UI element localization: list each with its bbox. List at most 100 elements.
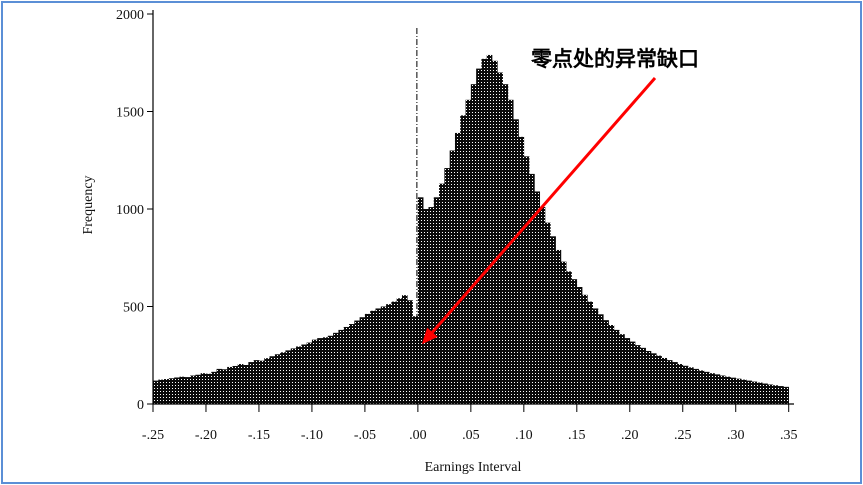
histogram-bar — [550, 236, 556, 404]
histogram-bar — [280, 352, 286, 404]
histogram-bar — [576, 287, 583, 404]
x-tick-label: .25 — [674, 428, 692, 443]
histogram-bar — [412, 316, 419, 404]
histogram-bar — [629, 341, 636, 404]
histogram-bar — [232, 365, 239, 404]
y-axis-title: Frequency — [81, 175, 96, 234]
histogram-bar — [518, 136, 525, 404]
histogram-bar — [502, 84, 509, 404]
histogram-bar — [258, 360, 265, 404]
histogram-bar — [587, 301, 593, 404]
histogram-bar — [597, 314, 604, 404]
histogram-bar — [333, 332, 339, 404]
axes — [152, 10, 794, 405]
histogram-bar — [168, 378, 175, 404]
y-tick-label: 2000 — [116, 8, 144, 23]
histogram-bar — [407, 300, 413, 404]
histogram-bar — [444, 168, 450, 404]
histogram-bar — [582, 294, 588, 404]
histogram-bar — [391, 301, 397, 404]
histogram-bar — [751, 381, 758, 404]
histogram-bar — [290, 348, 297, 404]
x-tick-label: .00 — [409, 428, 427, 443]
histogram-bar — [248, 362, 254, 404]
histogram-bar — [296, 346, 302, 404]
x-tick-label: .10 — [515, 428, 533, 443]
histogram-bar — [190, 375, 196, 404]
histogram-bar — [153, 380, 159, 404]
histogram-bar — [264, 358, 270, 404]
y-axis-ticks: 0 500 1000 1500 2000 — [116, 8, 153, 413]
y-tick-label: 500 — [123, 301, 144, 316]
histogram-bar — [216, 368, 223, 404]
histogram-bar — [449, 150, 456, 404]
histogram-bar — [433, 197, 440, 404]
histogram-bar — [460, 115, 466, 405]
histogram-bar — [709, 373, 715, 404]
x-tick-label: .15 — [568, 428, 586, 443]
histogram-bar — [741, 379, 747, 404]
histogram-bar — [439, 183, 445, 404]
histogram-bar — [534, 191, 541, 404]
histogram-bar — [725, 376, 731, 404]
histogram-bar — [767, 384, 774, 404]
histogram-bar — [613, 329, 620, 404]
histogram-bar — [364, 313, 371, 404]
histogram-bar — [274, 354, 281, 404]
histogram-bar — [656, 355, 662, 404]
histogram-bar — [476, 68, 482, 404]
histogram-bar — [772, 385, 779, 404]
histogram-bar — [317, 338, 323, 404]
histogram-bar — [513, 119, 519, 405]
histogram-bar — [243, 365, 249, 404]
histogram-bar — [428, 207, 435, 404]
y-tick-label: 0 — [137, 398, 144, 413]
histogram-bar — [227, 366, 233, 404]
histogram-bar — [698, 370, 705, 404]
histogram-bar — [338, 329, 345, 404]
histogram-bar — [730, 377, 737, 404]
histogram-bar — [174, 377, 180, 404]
x-tick-label: .30 — [727, 428, 745, 443]
x-axis-title: Earnings Interval — [425, 460, 522, 475]
histogram-bar — [285, 350, 292, 404]
histogram-bar — [492, 60, 498, 405]
histogram-bar — [677, 364, 684, 404]
annotation-text: 零点处的异常缺口 — [530, 47, 699, 71]
histogram-bar — [661, 357, 668, 404]
histogram-bar — [539, 207, 546, 404]
histogram-bar — [571, 279, 578, 404]
histogram-bar — [783, 386, 790, 404]
histogram-bar — [666, 360, 673, 404]
x-tick-label: -.10 — [301, 428, 323, 443]
x-tick-label: -.15 — [248, 428, 270, 443]
histogram-bar — [624, 338, 631, 404]
histogram-bar — [608, 325, 615, 404]
histogram-bar — [184, 377, 191, 404]
histogram-bar — [497, 72, 503, 404]
histogram-bar — [523, 156, 530, 404]
histogram-bar — [179, 376, 186, 404]
histogram-bar — [386, 304, 392, 404]
histogram-bar — [650, 353, 657, 404]
histogram-bar — [470, 84, 477, 404]
histogram-bar — [592, 308, 599, 404]
histogram-bar — [555, 249, 562, 404]
histogram-bar — [417, 197, 424, 404]
histogram-bar — [306, 342, 313, 404]
histogram-bar — [756, 382, 763, 404]
histogram-bars — [153, 54, 790, 405]
histogram-bar — [396, 298, 403, 404]
histogram-bar — [370, 310, 376, 404]
histogram-bar — [682, 365, 689, 404]
x-tick-label: .20 — [621, 428, 639, 443]
histogram-bar — [746, 380, 752, 404]
y-tick-label: 1500 — [116, 106, 144, 121]
histogram-bar — [703, 371, 710, 404]
annotation-arrowhead — [421, 327, 438, 345]
histogram-bar — [237, 364, 244, 404]
histogram-bar — [762, 383, 768, 404]
histogram-bar — [205, 373, 212, 404]
histogram-bar — [343, 326, 350, 404]
